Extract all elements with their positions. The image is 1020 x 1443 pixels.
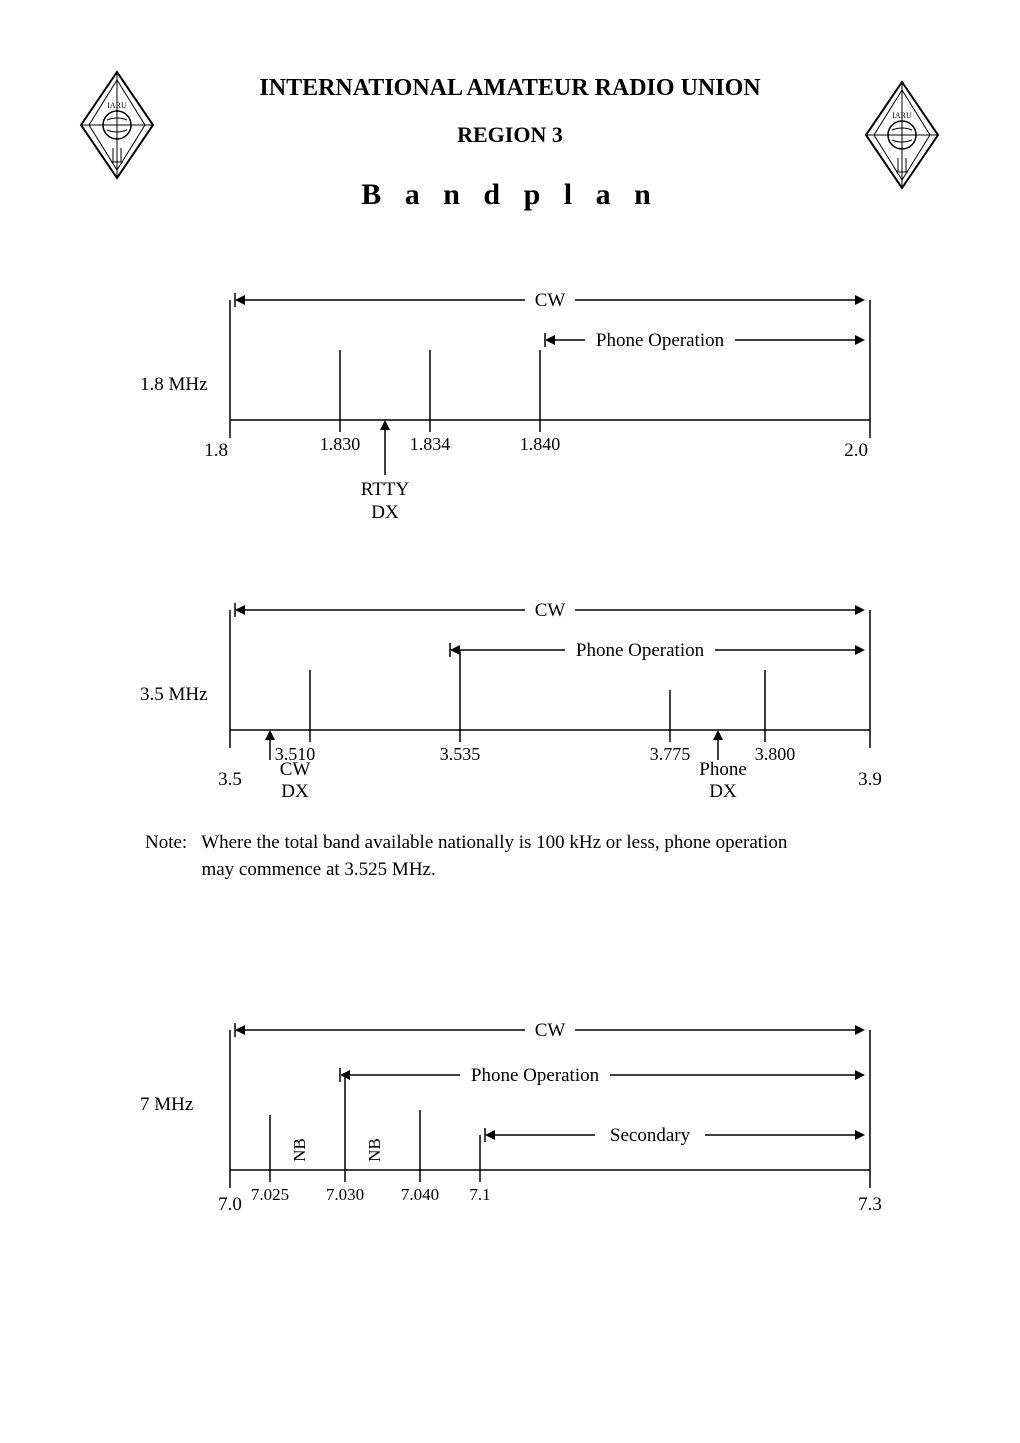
bandplan-chart-3p5mhz: 3.5 MHz3.53.93.5103.5353.7753.800CWPhone… bbox=[140, 600, 900, 830]
svg-text:Phone Operation: Phone Operation bbox=[576, 640, 705, 661]
svg-text:CW: CW bbox=[535, 600, 566, 621]
note-label: Note: bbox=[145, 832, 187, 853]
note-line2: may commence at 3.525 MHz. bbox=[201, 859, 435, 880]
svg-text:CW: CW bbox=[535, 1020, 566, 1041]
svg-text:1.840: 1.840 bbox=[520, 434, 561, 454]
svg-text:1.8: 1.8 bbox=[204, 440, 228, 461]
svg-text:DX: DX bbox=[709, 781, 737, 802]
svg-text:NB: NB bbox=[290, 1138, 309, 1162]
svg-text:IARU: IARU bbox=[892, 111, 912, 120]
svg-text:CW: CW bbox=[535, 290, 566, 311]
svg-text:CW: CW bbox=[280, 759, 311, 780]
bandplan-chart-7mhz: 7 MHz 7.0 7.3 7.025 7.030 7.040 7.1 CW Phone Ope… bbox=[140, 1020, 900, 1250]
svg-text:7.040: 7.040 bbox=[401, 1185, 439, 1204]
svg-text:3.5: 3.5 bbox=[218, 769, 242, 790]
iaru-logo-left: IARU bbox=[77, 70, 157, 180]
svg-text:NB: NB bbox=[365, 1138, 384, 1162]
svg-text:1.830: 1.830 bbox=[320, 434, 361, 454]
svg-text:Phone Operation: Phone Operation bbox=[596, 330, 725, 351]
svg-text:3.775: 3.775 bbox=[650, 744, 691, 764]
svg-text:Phone: Phone bbox=[699, 759, 747, 780]
svg-text:7.025: 7.025 bbox=[251, 1185, 289, 1204]
svg-text:3.800: 3.800 bbox=[755, 744, 796, 764]
svg-text:Secondary: Secondary bbox=[610, 1125, 691, 1146]
svg-text:7.1: 7.1 bbox=[469, 1185, 490, 1204]
svg-text:DX: DX bbox=[281, 781, 309, 802]
svg-text:IARU: IARU bbox=[107, 101, 127, 110]
bandplan-chart-1p8mhz: 1.8 MHz 1.8 2.0 1.830 1.834 1.840 CW Phone Oper… bbox=[140, 290, 900, 540]
svg-text:3.5 MHz: 3.5 MHz bbox=[140, 684, 208, 705]
svg-text:RTTY: RTTY bbox=[361, 479, 410, 500]
svg-text:2.0: 2.0 bbox=[844, 440, 868, 461]
svg-text:7.0: 7.0 bbox=[218, 1194, 242, 1215]
svg-text:3.535: 3.535 bbox=[440, 744, 481, 764]
note-text: Note: Where the total band available nat… bbox=[145, 830, 787, 883]
svg-text:7 MHz: 7 MHz bbox=[140, 1094, 193, 1115]
svg-text:1.8 MHz: 1.8 MHz bbox=[140, 374, 208, 395]
svg-text:Phone Operation: Phone Operation bbox=[471, 1065, 600, 1086]
note-line1: Where the total band available nationall… bbox=[201, 832, 787, 853]
svg-text:7.3: 7.3 bbox=[858, 1194, 882, 1215]
svg-text:7.030: 7.030 bbox=[326, 1185, 364, 1204]
svg-text:1.834: 1.834 bbox=[410, 434, 451, 454]
svg-text:DX: DX bbox=[371, 502, 399, 523]
iaru-logo-right: IARU bbox=[862, 80, 942, 190]
svg-text:3.9: 3.9 bbox=[858, 769, 882, 790]
